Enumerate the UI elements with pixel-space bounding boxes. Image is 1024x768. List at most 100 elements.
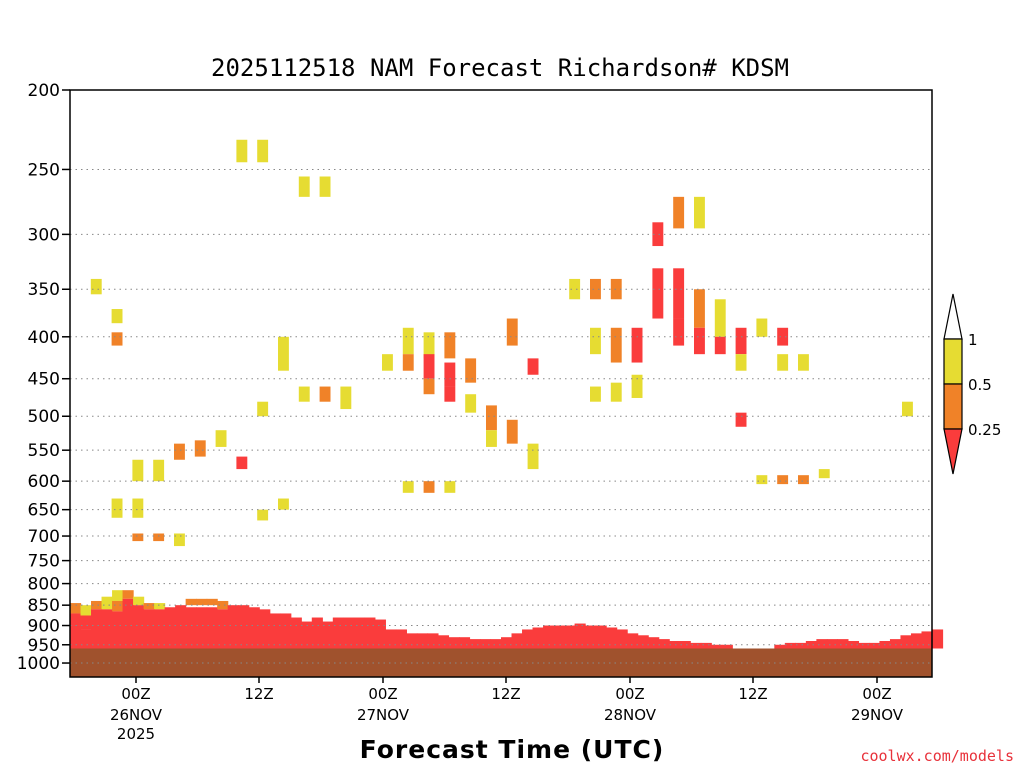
boundary-layer-cell [185,607,197,649]
rich-cell [756,318,768,337]
boundary-layer-cell [185,598,197,606]
boundary-layer-cell [437,635,450,649]
boundary-layer-cell [448,637,460,649]
boundary-layer-cell [70,613,82,626]
rich-cell [610,382,622,402]
rich-cell [423,332,435,359]
rich-cell [486,430,497,447]
plot-cells [70,139,944,649]
rich-cell [694,196,705,229]
rich-cell [506,419,518,444]
rich-cell [153,459,165,482]
boundary-layer-cell [826,639,838,649]
plot-frame [69,89,933,678]
rich-cell [486,405,497,431]
rich-cell [590,327,601,355]
boundary-layer-cell [648,637,660,649]
y-tick-label: 350 [28,280,60,300]
rich-cell [215,430,227,447]
rich-cell [610,278,622,300]
boundary-layer-cell [227,605,239,649]
boundary-layer-cell [721,644,733,649]
boundary-layer-cell [406,633,418,649]
boundary-layer-cell [711,644,723,649]
rich-cell [527,358,539,375]
boundary-layer-cell [795,642,807,649]
boundary-layer-cell [322,621,334,649]
boundary-layer-cell [511,633,523,649]
rich-cell [111,498,123,518]
y-tick-label: 550 [28,441,60,461]
boundary-layer-cell [122,598,134,649]
rich-cell [569,278,581,300]
colorbar-legend: 1 0.5 0.25 [943,293,1001,475]
boundary-layer-cell [395,629,407,649]
boundary-layer-cell [196,598,208,606]
boundary-layer-cell [416,633,429,649]
rich-cell [298,386,310,402]
boundary-layer-cell [91,609,103,649]
rich-cell [111,309,123,324]
boundary-layer-cell [154,609,166,649]
rich-cell [735,354,747,371]
boundary-layer-cell [332,617,344,649]
x-tick-label: 12Z [738,685,767,703]
rich-cell [506,318,518,346]
legend-label: 1 [968,331,978,349]
boundary-layer-cell [679,641,691,649]
legend-bin [943,383,963,430]
rich-cell [278,336,289,371]
boundary-layer-cell [248,607,260,649]
boundary-layer-cell [343,617,355,649]
y-tick-label: 600 [28,472,60,492]
rich-cell [278,498,289,510]
rich-cell [236,456,248,470]
boundary-layer-cell [932,629,944,649]
boundary-layer-cell [595,625,607,649]
rich-cell [590,278,601,300]
boundary-layer-cell [669,641,681,649]
boundary-layer-cell [501,637,513,649]
rich-cell [777,354,789,371]
rich-cell [298,176,310,197]
rich-cell [652,222,664,247]
rich-cell [257,509,269,521]
y-tick-label: 200 [28,81,60,101]
boundary-layer-cell [290,617,302,649]
rich-cell [652,268,664,319]
credit-text: coolwx.com/models [860,747,1014,765]
boundary-layer-cell [143,609,155,649]
x-tick-date: 26NOV [110,706,163,724]
boundary-layer-cell [217,600,229,610]
rich-cell [673,196,685,229]
boundary-layer-cell [774,644,786,649]
boundary-layer-cell [553,625,565,649]
rich-cell [132,459,144,482]
boundary-layer-cell [238,605,250,649]
rich-cell [590,386,601,402]
rich-cell [631,374,643,398]
rich-cell [111,332,123,346]
boundary-layer-cell [154,603,166,610]
rich-cell [423,354,435,379]
boundary-layer-cell [532,627,544,649]
rich-cell [777,475,789,485]
boundary-layer-cell [921,631,933,649]
rich-cell [132,533,144,542]
boundary-layer-cell [574,623,586,649]
gridlines [70,168,932,664]
boundary-layer-cell [112,600,124,612]
rich-cell [735,412,747,427]
boundary-layer-cell [112,611,124,649]
rich-cell [735,327,747,355]
boundary-layer-cell [143,603,155,610]
boundary-layer-cell [101,596,113,610]
rich-cell [694,289,705,328]
y-tick-label: 700 [28,527,60,547]
rich-cell [257,139,269,163]
rich-cell [90,278,102,295]
boundary-layer-cell [868,642,881,649]
rich-cell [714,336,726,355]
y-tick-label: 300 [28,225,60,245]
